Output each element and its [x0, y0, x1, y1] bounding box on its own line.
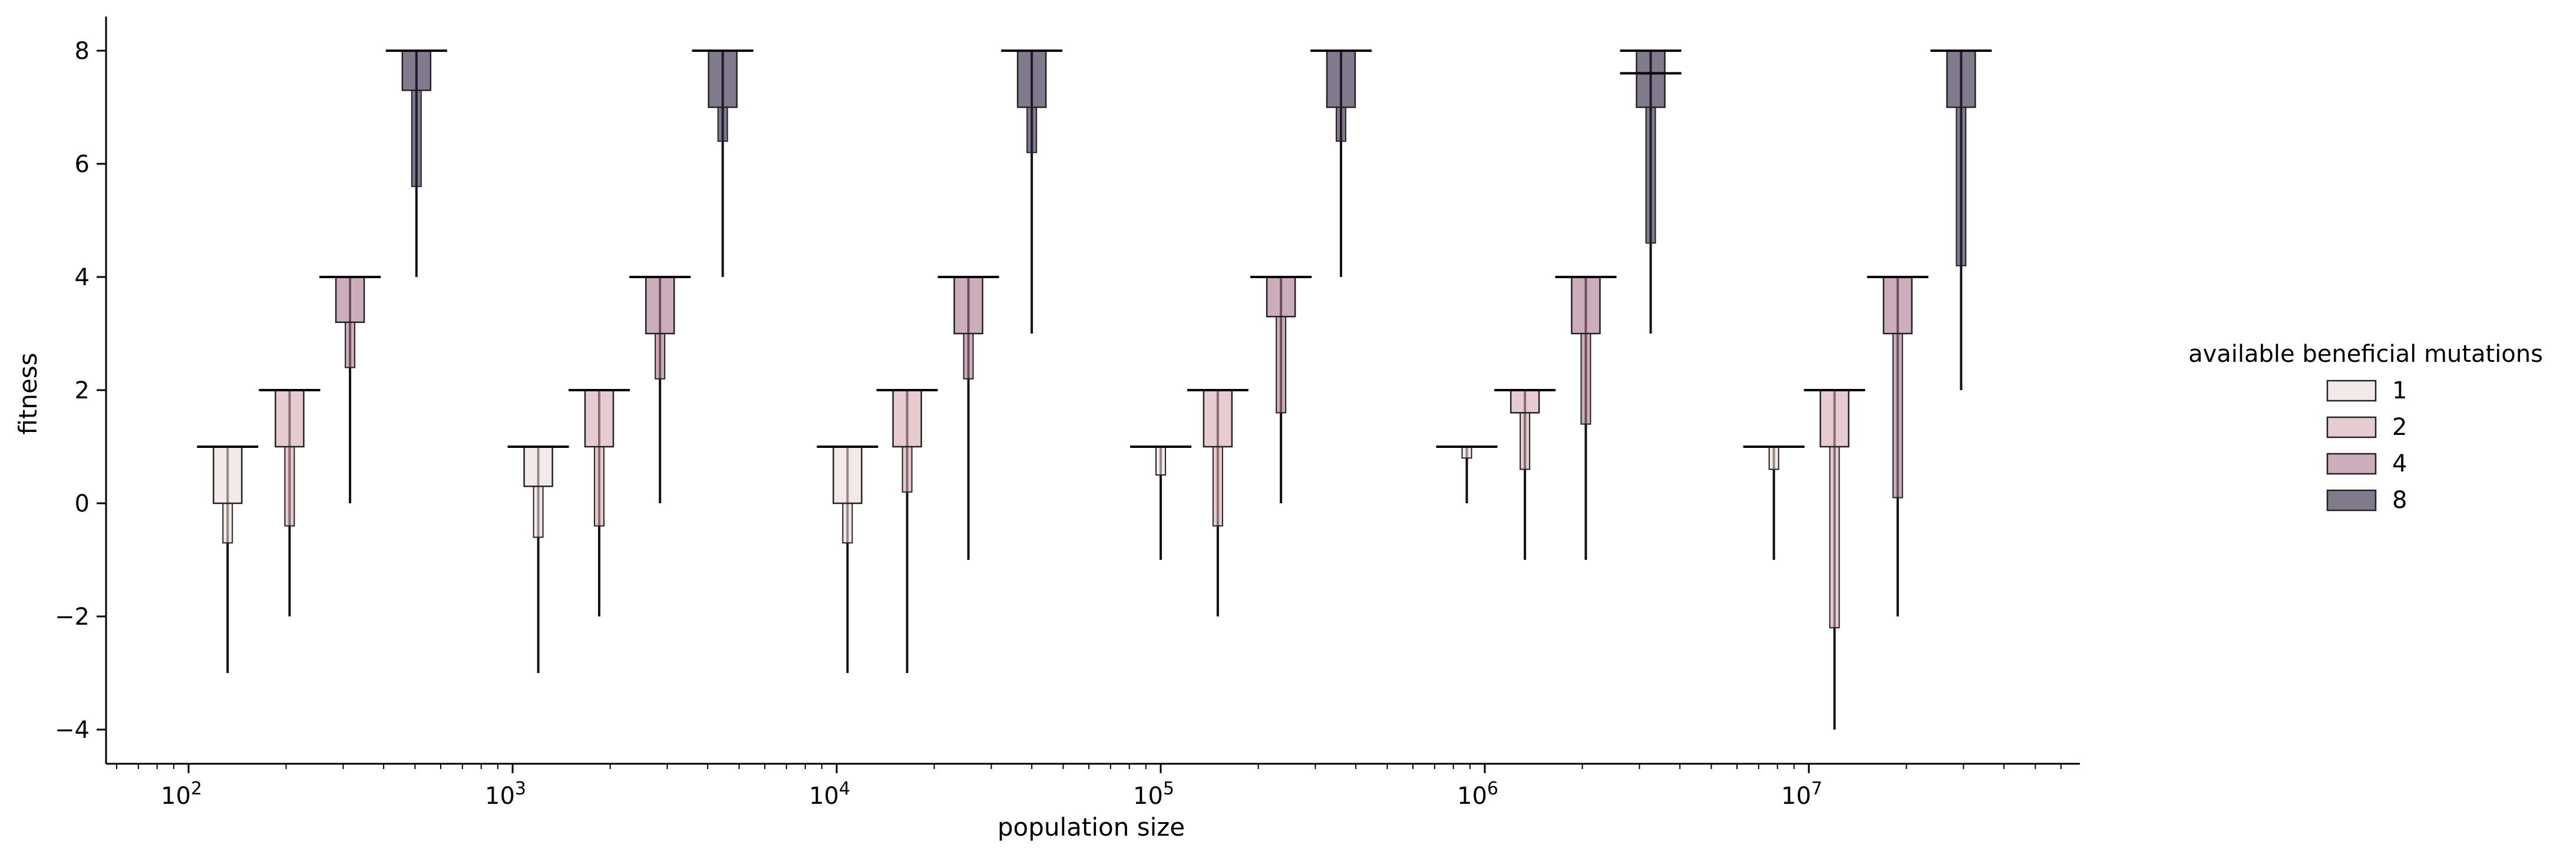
x-tick-label: 104	[809, 778, 850, 810]
legend: available beneficial mutations 1 2 4 8	[2188, 341, 2543, 514]
y-tick-label: 2	[75, 377, 90, 404]
box-s8-g5	[1636, 50, 1666, 108]
axes: −4 −2 0 2 4 6 8 102 103 104 105 106 107 population si…	[14, 17, 2080, 842]
outer-box-s2-g3	[901, 446, 913, 493]
box-s4-g4	[1266, 276, 1296, 318]
legend-label-1: 1	[2392, 377, 2407, 404]
legend-swatch-8	[2326, 489, 2377, 512]
box-s2-g5	[1510, 389, 1540, 414]
box-s2-g2	[584, 389, 615, 448]
outer-box-s8-g3	[1026, 107, 1038, 153]
y-tick-label: 4	[75, 264, 90, 291]
box-s8-g6	[1946, 50, 1976, 108]
box-s4-g2	[645, 276, 675, 335]
box-s2-g3	[892, 389, 922, 448]
x-tick-label: 105	[1133, 778, 1174, 810]
box-s2-g1	[275, 389, 305, 448]
y-tick-label: −4	[55, 717, 90, 744]
box-s4-g3	[953, 276, 983, 335]
legend-label-4: 4	[2392, 450, 2407, 477]
data-marks	[197, 50, 1992, 730]
outer-box-s1-g6	[1768, 446, 1779, 470]
legend-label-2: 2	[2392, 414, 2407, 441]
box-s4-g1	[335, 276, 365, 324]
outer-box-s4-g2	[655, 333, 666, 380]
legend-swatch-1	[2326, 380, 2377, 402]
outer-box-s4-g6	[1892, 333, 1903, 499]
box-s4-g6	[1883, 276, 1913, 335]
outer-box-s8-g1	[411, 90, 422, 187]
outer-box-s2-g4	[1212, 446, 1223, 527]
outer-box-s1-g1	[222, 503, 233, 544]
outer-box-s4-g1	[345, 321, 356, 368]
outer-box-s8-g2	[717, 107, 728, 142]
x-tick-label: 107	[1781, 778, 1822, 810]
outer-box-s2-g5	[1520, 412, 1531, 470]
outer-box-s1-g4	[1155, 446, 1166, 476]
x-tick-label: 102	[161, 778, 202, 810]
outer-box-s8-g6	[1956, 107, 1967, 266]
box-s1-g2	[523, 446, 553, 487]
outer-box-s2-g1	[284, 446, 295, 527]
y-axis-label: fitness	[14, 352, 42, 434]
legend-swatch-4	[2326, 453, 2377, 475]
legend-label-8: 8	[2392, 487, 2407, 514]
outer-box-s1-g3	[842, 503, 853, 544]
box-s8-g4	[1326, 50, 1356, 108]
outer-box-s2-g6	[1829, 446, 1840, 629]
y-tick-label: −2	[55, 603, 90, 631]
outer-box-s8-g5	[1645, 107, 1656, 244]
legend-swatch-2	[2326, 416, 2377, 438]
box-s8-g1	[401, 50, 432, 91]
outer-box-s1-g5	[1461, 446, 1472, 459]
y-tick-label: 8	[75, 38, 90, 65]
box-s4-g5	[1571, 276, 1601, 335]
x-axis-label: population size	[998, 813, 1185, 842]
box-s1-g1	[213, 446, 243, 504]
outer-box-s4-g3	[963, 333, 974, 380]
x-tick-label: 106	[1457, 778, 1498, 810]
box-s8-g3	[1016, 50, 1047, 108]
outer-box-s2-g2	[593, 446, 605, 527]
y-tick-label: 0	[75, 490, 90, 517]
y-tick-label: 6	[75, 151, 90, 178]
box-s8-g2	[708, 50, 738, 108]
outer-box-s4-g4	[1276, 316, 1287, 414]
box-s1-g3	[833, 446, 863, 504]
legend-title: available beneficial mutations	[2188, 341, 2543, 368]
outer-box-s1-g2	[533, 486, 544, 538]
x-tick-label: 103	[485, 778, 526, 810]
outer-box-s8-g4	[1335, 107, 1346, 142]
outer-box-s4-g5	[1580, 333, 1591, 425]
box-s2-g4	[1203, 389, 1233, 448]
box-s2-g6	[1819, 389, 1850, 448]
